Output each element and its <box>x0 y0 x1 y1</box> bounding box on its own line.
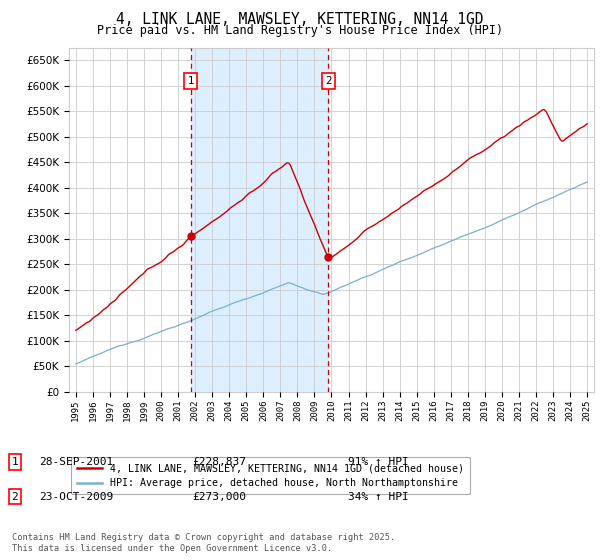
Text: Price paid vs. HM Land Registry's House Price Index (HPI): Price paid vs. HM Land Registry's House … <box>97 24 503 37</box>
Legend: 4, LINK LANE, MAWSLEY, KETTERING, NN14 1GD (detached house), HPI: Average price,: 4, LINK LANE, MAWSLEY, KETTERING, NN14 1… <box>71 458 470 494</box>
Bar <box>191 48 328 392</box>
Text: 1: 1 <box>187 76 194 86</box>
Text: 2: 2 <box>11 492 19 502</box>
Text: £273,000: £273,000 <box>192 492 246 502</box>
Text: 23-OCT-2009: 23-OCT-2009 <box>39 492 113 502</box>
Text: 28-SEP-2001: 28-SEP-2001 <box>39 457 113 467</box>
Text: 1: 1 <box>11 457 19 467</box>
Text: 4, LINK LANE, MAWSLEY, KETTERING, NN14 1GD: 4, LINK LANE, MAWSLEY, KETTERING, NN14 1… <box>116 12 484 27</box>
Text: 91% ↑ HPI: 91% ↑ HPI <box>348 457 409 467</box>
Text: £228,837: £228,837 <box>192 457 246 467</box>
Text: 2: 2 <box>325 76 332 86</box>
Text: 34% ↑ HPI: 34% ↑ HPI <box>348 492 409 502</box>
Text: Contains HM Land Registry data © Crown copyright and database right 2025.
This d: Contains HM Land Registry data © Crown c… <box>12 533 395 553</box>
